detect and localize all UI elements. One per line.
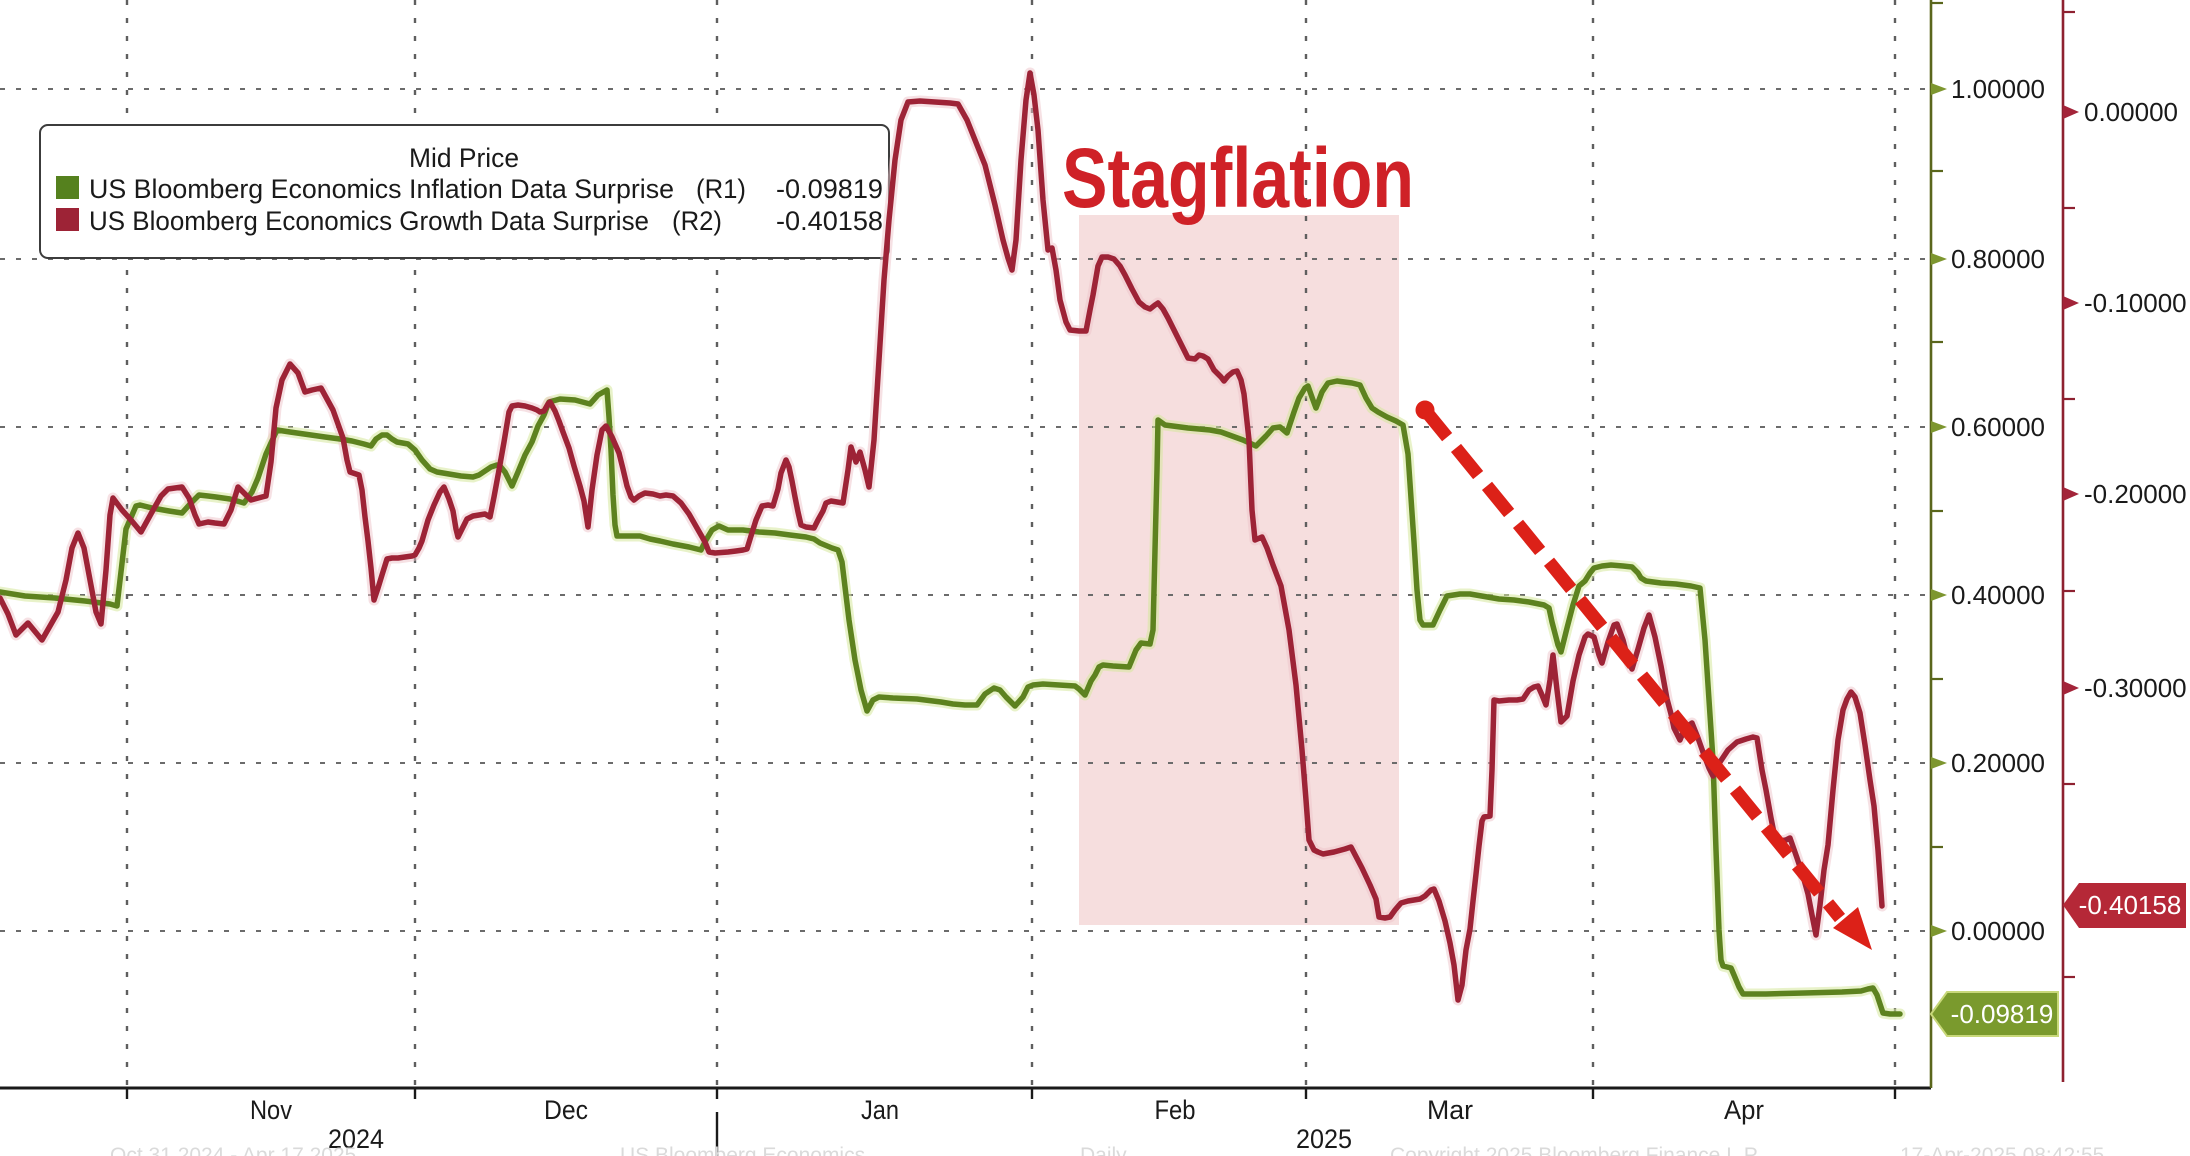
svg-text:2025: 2025 (1296, 1124, 1352, 1154)
svg-text:Mid Price: Mid Price (409, 143, 519, 173)
svg-text:Dec: Dec (544, 1095, 588, 1125)
svg-text:-0.40158: -0.40158 (2079, 890, 2182, 920)
svg-text:0.80000: 0.80000 (1951, 244, 2045, 274)
svg-text:0.00000: 0.00000 (2084, 97, 2178, 127)
svg-text:Stagflation: Stagflation (1062, 131, 1414, 225)
svg-text:Oct 31 2024 - Apr 17 2025: Oct 31 2024 - Apr 17 2025 (110, 1144, 356, 1156)
svg-text:US Bloomberg Economics Growth: US Bloomberg Economics Growth Data Surpr… (89, 206, 649, 236)
svg-text:Jan: Jan (861, 1095, 899, 1125)
svg-text:-0.40158: -0.40158 (776, 206, 883, 236)
svg-text:Apr: Apr (1724, 1095, 1764, 1125)
svg-text:-0.30000: -0.30000 (2084, 673, 2187, 703)
svg-text:Daily: Daily (1080, 1144, 1127, 1156)
svg-text:-0.10000: -0.10000 (2084, 288, 2187, 318)
svg-text:US Bloomberg Economics: US Bloomberg Economics (620, 1144, 865, 1156)
svg-text:Mar: Mar (1427, 1095, 1473, 1125)
svg-text:Feb: Feb (1155, 1095, 1196, 1125)
svg-text:0.40000: 0.40000 (1951, 580, 2045, 610)
svg-text:-0.09819: -0.09819 (1951, 999, 2054, 1029)
svg-text:17-Apr-2025 08:42:55: 17-Apr-2025 08:42:55 (1900, 1144, 2104, 1156)
svg-text:(R2): (R2) (672, 206, 722, 236)
svg-text:Copyright 2025 Bloomberg Finan: Copyright 2025 Bloomberg Finance L.P. (1390, 1144, 1761, 1156)
svg-text:US Bloomberg Economics Inflati: US Bloomberg Economics Inflation Data Su… (89, 174, 674, 204)
svg-text:-0.09819: -0.09819 (776, 174, 883, 204)
svg-text:0.20000: 0.20000 (1951, 748, 2045, 778)
svg-text:-0.20000: -0.20000 (2084, 479, 2187, 509)
svg-text:2024: 2024 (328, 1124, 384, 1154)
svg-text:(R1): (R1) (696, 174, 746, 204)
svg-text:1.00000: 1.00000 (1951, 74, 2045, 104)
svg-text:Nov: Nov (250, 1095, 292, 1125)
svg-text:0.00000: 0.00000 (1951, 916, 2045, 946)
svg-text:0.60000: 0.60000 (1951, 412, 2045, 442)
